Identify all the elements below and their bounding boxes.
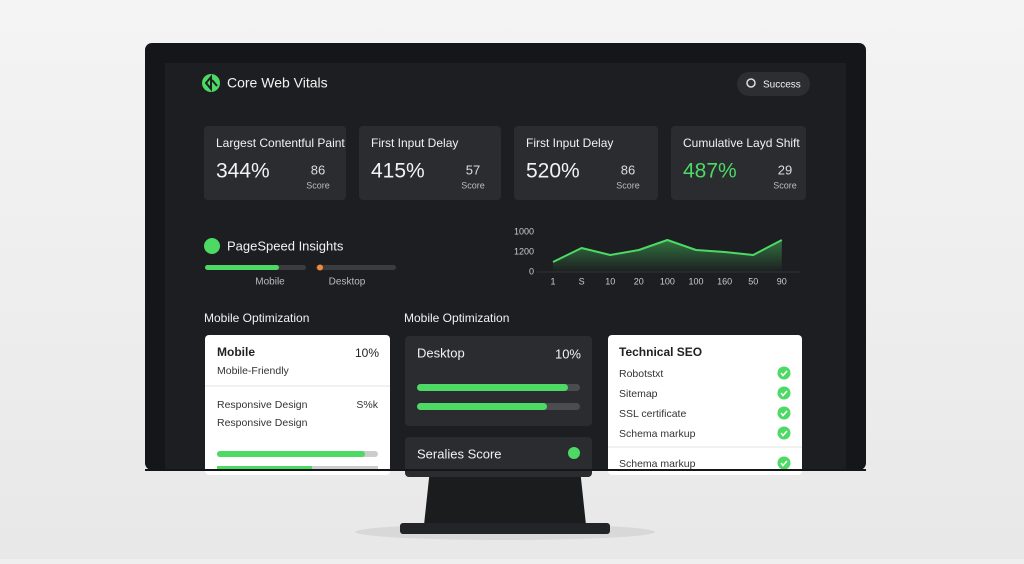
status-button[interactable] xyxy=(737,72,810,96)
card-value: 10% xyxy=(555,346,581,361)
mobile-card xyxy=(205,335,390,475)
seo-item: SSL certificate xyxy=(619,408,686,420)
monitor-neck xyxy=(424,469,586,525)
x-tick-label: 50 xyxy=(748,276,758,286)
card-subtitle: Mobile-Friendly xyxy=(217,365,290,377)
y-tick-label: 1000 xyxy=(514,226,534,236)
check-icon xyxy=(777,366,791,380)
metric-score: 57 xyxy=(466,162,480,177)
metric-score-label: Score xyxy=(461,180,485,190)
check-icon xyxy=(777,386,791,400)
score-card xyxy=(405,437,592,477)
pagespeed-icon xyxy=(204,238,220,254)
logo-mark xyxy=(204,74,218,92)
section-title: Mobile Optimization xyxy=(204,311,309,325)
card-title: Technical SEO xyxy=(619,345,702,359)
bezel-edge xyxy=(145,469,866,471)
monitor-base xyxy=(400,523,610,534)
search-icon xyxy=(746,78,756,88)
tab-label[interactable]: Desktop xyxy=(329,277,366,288)
row-value: S%k xyxy=(356,399,378,411)
metric-label: Largest Contentful Paint xyxy=(216,136,345,150)
line xyxy=(552,239,783,263)
tab-label[interactable]: Mobile xyxy=(255,277,285,288)
metric-label: First Input Delay xyxy=(371,136,458,150)
progress-fill xyxy=(417,403,547,410)
check-mark xyxy=(780,410,788,417)
check-icon xyxy=(777,456,791,470)
card-title: Desktop xyxy=(417,345,465,360)
metric-score-label: Score xyxy=(616,180,640,190)
metric-value: 344% xyxy=(216,160,270,183)
metric-label: Cumulative Layd Shift xyxy=(683,136,800,150)
metric-score-label: Score xyxy=(773,180,797,190)
app-title: Core Web Vitals xyxy=(227,75,328,91)
tab-dot xyxy=(317,264,323,271)
tab-indicator xyxy=(205,265,279,270)
check-icon xyxy=(777,426,791,440)
x-tick-label: 160 xyxy=(717,276,732,286)
metric-label: First Input Delay xyxy=(526,136,613,150)
check-mark xyxy=(780,370,788,377)
seo-item: Sitemap xyxy=(619,388,658,400)
card-title: Mobile xyxy=(217,345,255,359)
metric-score: 86 xyxy=(311,162,325,177)
metric-card xyxy=(359,126,501,200)
progress-fill xyxy=(417,384,568,391)
metric-score: 29 xyxy=(778,162,792,177)
metric-card xyxy=(514,126,658,200)
row-label: Responsive Design xyxy=(217,417,308,429)
seo-item: Schema markup xyxy=(619,428,696,440)
x-tick-label: 100 xyxy=(660,276,675,286)
x-tick-label: 10 xyxy=(605,276,615,286)
metric-value: 487% xyxy=(683,160,737,183)
dashboard: Core Web Vitals Success PageSpeed Insigh… xyxy=(202,72,810,477)
x-tick-label: 90 xyxy=(777,276,787,286)
tab-track xyxy=(316,265,396,270)
metric-score-label: Score xyxy=(306,180,330,190)
y-tick-label: 0 xyxy=(529,266,534,276)
card-title: Seralies Score xyxy=(417,446,502,461)
progress-fill xyxy=(217,466,312,470)
score-icon xyxy=(568,447,580,459)
x-tick-label: S xyxy=(579,276,585,286)
area xyxy=(553,240,782,272)
check-mark xyxy=(780,390,788,397)
x-tick-label: 20 xyxy=(634,276,644,286)
metric-value: 415% xyxy=(371,160,425,183)
seo-item: Schema markup xyxy=(619,458,696,470)
metric-card xyxy=(671,126,806,200)
check-mark xyxy=(780,460,788,467)
metric-value: 520% xyxy=(526,160,580,183)
status-label: Success xyxy=(763,80,801,91)
section-title: Mobile Optimization xyxy=(404,311,509,325)
x-tick-label: 100 xyxy=(688,276,703,286)
card-value: 10% xyxy=(355,346,379,360)
metric-card xyxy=(204,126,346,200)
row-label: Responsive Design xyxy=(217,399,308,411)
check-mark xyxy=(780,430,788,437)
pagespeed-title: PageSpeed Insights xyxy=(227,238,344,253)
y-tick-label: 1200 xyxy=(514,246,534,256)
seo-item: Robotstxt xyxy=(619,368,663,380)
progress-fill xyxy=(217,451,365,457)
x-tick-label: 1 xyxy=(550,276,555,286)
seo-card xyxy=(608,335,802,475)
check-icon xyxy=(777,406,791,420)
metric-score: 86 xyxy=(621,162,635,177)
